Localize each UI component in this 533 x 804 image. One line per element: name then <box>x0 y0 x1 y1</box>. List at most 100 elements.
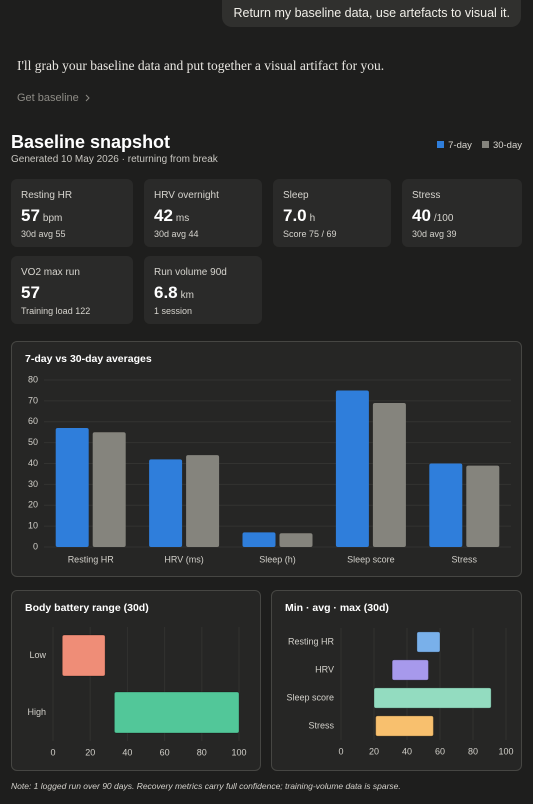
y-tick-label: Low <box>29 650 46 660</box>
metric-number: 40 <box>412 206 431 225</box>
range-bar <box>61 634 106 677</box>
metric-value: 57 bpm <box>21 206 123 226</box>
artifact-subtitle: Generated 10 May 2026 · returning from b… <box>11 154 218 165</box>
metric-label: Run volume 90d <box>154 267 227 278</box>
metric-number: 42 <box>154 206 173 225</box>
metric-sub: 30d avg 55 <box>21 229 66 239</box>
metric-value: 7.0 h <box>283 206 381 226</box>
metric-card: Run volume 90d 6.8 km 1 session <box>144 256 262 324</box>
x-tick-label: HRV (ms) <box>164 554 203 564</box>
metric-sub: 1 session <box>154 306 193 316</box>
legend-item: 7-day <box>437 140 472 151</box>
metric-sub: Training load 122 <box>21 306 91 316</box>
chart-card: Min · avg · max (30d) 0 20 40 60 80 100 Resting… <box>271 590 522 771</box>
y-tick-label: 30 <box>28 479 38 489</box>
metric-value: 40/100 <box>412 206 512 226</box>
metric-card: VO2 max run 57 Training load 122 <box>11 256 133 324</box>
chart-card: 7-day vs 30-day averages 0 10 20 30 40 50 60 70 8… <box>11 341 522 577</box>
metric-value: 57 <box>21 283 123 303</box>
chart: Min · avg · max (30d) 0 20 40 60 80 100 Resting… <box>285 602 514 757</box>
metric-sub: 30d avg 39 <box>412 229 457 239</box>
legend-label: 30-day <box>492 140 522 151</box>
metric-card: HRV overnight 42 ms 30d avg 44 <box>144 179 262 247</box>
x-tick-label: 20 <box>369 746 379 756</box>
metric-unit: km <box>180 290 194 301</box>
y-tick-label: HRV <box>315 664 334 674</box>
metric-card: Sleep 7.0 h Score 75 / 69 <box>273 179 391 247</box>
x-tick-label: 100 <box>498 746 513 756</box>
chart-title: Body battery range (30d) <box>25 602 149 614</box>
metric-label: VO2 max run <box>21 267 80 278</box>
x-tick-label: 40 <box>402 746 412 756</box>
x-tick-label: 80 <box>197 747 207 757</box>
metric-label: Sleep <box>283 190 309 201</box>
metric-label: Stress <box>412 190 441 201</box>
y-tick-label: 50 <box>28 437 38 447</box>
y-tick-label: 40 <box>28 458 38 468</box>
metric-unit: h <box>309 213 316 224</box>
x-tick-label: Sleep (h) <box>259 554 296 564</box>
assistant-message: I'll grab your baseline data and put tog… <box>17 58 385 73</box>
metric-card: Stress 40/100 30d avg 39 <box>402 179 522 247</box>
metric-value: 42 ms <box>154 206 252 226</box>
button-label: Get baseline <box>17 92 79 104</box>
bar <box>372 402 406 547</box>
x-tick-label: 20 <box>85 747 95 757</box>
bar <box>186 455 220 547</box>
range-bar <box>113 691 240 734</box>
range-bar <box>373 687 492 709</box>
metric-value: 6.8 km <box>154 283 252 303</box>
metric-label: HRV overnight <box>154 190 219 201</box>
legend-label: 7-day <box>448 140 472 151</box>
bar <box>55 428 89 547</box>
x-tick-label: 100 <box>231 747 246 757</box>
metric-number: 57 <box>21 283 40 302</box>
legend-item: 30-day <box>481 140 522 151</box>
footnote: Note: 1 logged run over 90 days. Recover… <box>11 781 401 791</box>
x-tick-label: 0 <box>50 747 55 757</box>
y-tick-label: Sleep score <box>286 692 334 702</box>
x-tick-label: 40 <box>122 747 132 757</box>
y-tick-label: 10 <box>28 521 38 531</box>
metric-unit: bpm <box>42 213 63 224</box>
legend-swatch <box>437 141 445 148</box>
x-tick-label: Resting HR <box>68 554 115 564</box>
chart-card: Body battery range (30d) 0 20 40 60 80 100 Low H… <box>11 590 261 771</box>
user-message: Return my baseline data, use artefacts t… <box>222 0 521 27</box>
metric-number: 6.8 <box>154 283 178 302</box>
range-bar <box>391 659 429 681</box>
bar <box>279 533 313 547</box>
x-tick-label: 60 <box>160 747 170 757</box>
metric-card: Resting HR 57 bpm 30d avg 55 <box>11 179 133 247</box>
y-tick-label: 0 <box>33 541 38 551</box>
bar <box>429 463 463 547</box>
bar <box>92 432 126 547</box>
chart: 7-day vs 30-day averages 0 10 20 30 40 50 60 70 8… <box>25 353 511 564</box>
y-tick-label: 70 <box>28 395 38 405</box>
metric-unit: /100 <box>433 213 454 224</box>
get-baseline-button[interactable]: Get baseline <box>17 92 91 104</box>
metric-label: Resting HR <box>21 190 73 201</box>
x-tick-label: 0 <box>338 746 343 756</box>
bar <box>242 532 276 547</box>
range-bar <box>375 715 434 737</box>
metric-sub: Score 75 / 69 <box>283 229 337 239</box>
x-tick-label: Stress <box>452 554 478 564</box>
chart-title: 7-day vs 30-day averages <box>25 353 152 365</box>
x-tick-label: 80 <box>468 746 478 756</box>
legend: 7-day 30-day <box>437 140 522 151</box>
bar <box>149 459 183 547</box>
y-tick-label: Stress <box>308 720 334 730</box>
chevron <box>85 94 90 102</box>
chart: Body battery range (30d) 0 20 40 60 80 100 Low H… <box>25 602 247 758</box>
metric-unit: ms <box>175 213 190 224</box>
x-tick-label: Sleep score <box>347 554 395 564</box>
x-tick-label: 60 <box>435 746 445 756</box>
y-tick-label: Resting HR <box>288 636 335 646</box>
y-tick-label: 60 <box>28 416 38 426</box>
bar <box>335 390 369 547</box>
bar <box>466 465 500 547</box>
metric-sub: 30d avg 44 <box>154 229 199 239</box>
metric-number: 7.0 <box>283 206 307 225</box>
